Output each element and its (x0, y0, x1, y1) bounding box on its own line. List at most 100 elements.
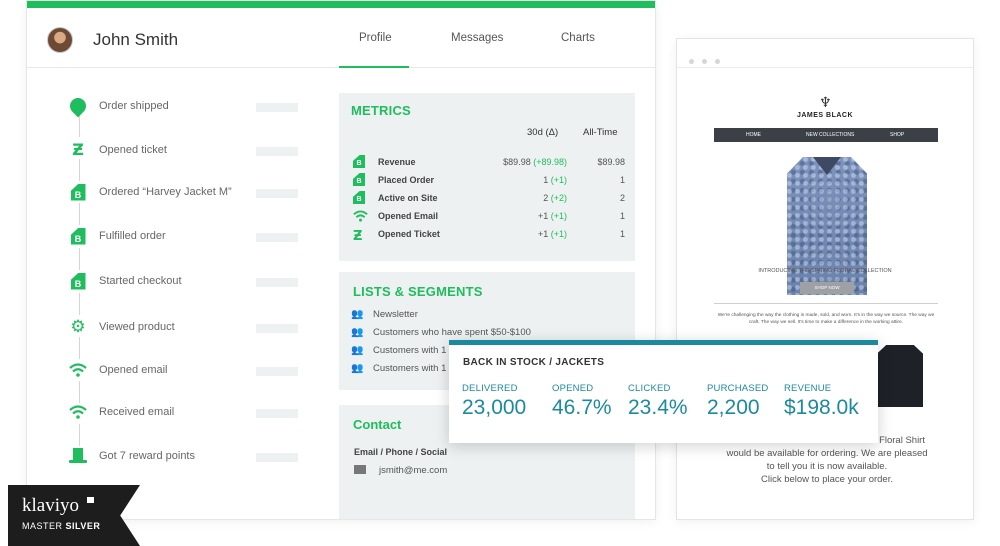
people-icon: 👥 (351, 345, 364, 356)
email-nav-shop[interactable]: SHOP (890, 132, 905, 138)
wifi-icon (353, 209, 368, 227)
timeline-item-label: Order shipped (99, 100, 169, 112)
bigcommerce-icon: B (353, 173, 365, 186)
bigcommerce-icon: B (353, 191, 365, 204)
activity-timeline: Order shipped Ƶ Opened ticket B Ordered … (66, 91, 307, 471)
timeline-item[interactable]: Got 7 reward points (67, 445, 307, 467)
people-icon: 👥 (351, 363, 364, 374)
metric-row[interactable]: Opened Email +1 (+1) 1 (351, 208, 627, 226)
profile-header: John Smith Profile Messages Charts (27, 8, 655, 68)
timeline-item[interactable]: Order shipped (66, 94, 307, 118)
metrics-col-alltime: All-Time (583, 127, 618, 138)
contact-email[interactable]: jsmith@me.com (379, 465, 448, 476)
location-pin-icon (66, 94, 90, 118)
stat-delivered: DELIVERED 23,000 (462, 383, 527, 419)
tab-messages[interactable]: Messages (451, 32, 504, 44)
timeline-item-placeholder (256, 189, 298, 198)
timeline-item-placeholder (256, 367, 298, 376)
zendesk-icon: Ƶ (72, 140, 84, 159)
email-preview-window: ♆ JAMES BLACK HOME NEW COLLECTIONS SHOP … (676, 38, 974, 520)
metric-alltime-value: 2 (619, 193, 625, 203)
window-dot (715, 59, 720, 64)
timeline-item[interactable]: Received email (67, 401, 307, 423)
email-nav-collections[interactable]: NEW COLLECTIONS (806, 132, 855, 138)
email-small-text: We're challenging the way the clothing i… (717, 313, 935, 325)
timeline-item[interactable]: B Started checkout (67, 270, 307, 292)
timeline-item-label: Opened email (99, 364, 168, 376)
email-nav-bar: HOME NEW COLLECTIONS SHOP (714, 128, 938, 142)
tab-charts[interactable]: Charts (561, 32, 595, 44)
timeline-item-label: Viewed product (99, 321, 175, 333)
tab-profile[interactable]: Profile (359, 32, 392, 44)
timeline-item[interactable]: Ƶ Opened ticket (67, 139, 307, 161)
profile-name: John Smith (93, 30, 179, 49)
email-divider (714, 303, 938, 304)
timeline-item[interactable]: B Fulfilled order (67, 225, 307, 247)
email-body-line: Floral Shirt (879, 435, 925, 446)
email-brand-name: JAMES BLACK (796, 112, 854, 119)
people-icon: 👥 (351, 309, 364, 320)
window-dots (689, 51, 728, 69)
email-body-line: would be available for ordering. We are … (726, 448, 928, 459)
bigcommerce-icon: B (69, 227, 87, 245)
campaign-stats-card[interactable]: BACK IN STOCK / JACKETS DELIVERED 23,000… (449, 340, 878, 443)
timeline-item-label: Got 7 reward points (99, 450, 195, 462)
timeline-item[interactable]: B Ordered “Harvey Jacket M” (67, 181, 307, 203)
avatar[interactable] (47, 27, 73, 53)
metric-label: Opened Ticket (378, 229, 440, 239)
metric-label: Revenue (378, 157, 416, 167)
timeline-connector (79, 159, 80, 181)
shop-now-button[interactable]: SHOP NOW (800, 282, 854, 294)
timeline-connector (79, 248, 80, 270)
wifi-icon (69, 403, 87, 421)
timeline-connector (79, 424, 80, 446)
bigcommerce-icon: B (353, 155, 365, 168)
metric-30d-value: +1 (+1) (537, 211, 567, 221)
timeline-item-label: Started checkout (99, 275, 182, 287)
active-tab-indicator (339, 66, 409, 68)
metric-row[interactable]: Ƶ Opened Ticket +1 (+1) 1 (351, 226, 627, 244)
email-intro-text: INTRODUCING THE SPRING FLORAL COLLECTION (758, 268, 892, 274)
list-item[interactable]: 👥 Newsletter (351, 309, 418, 320)
timeline-connector (79, 381, 80, 403)
window-dot (702, 59, 707, 64)
window-divider (677, 67, 973, 68)
gear-icon: ⚙ (70, 316, 86, 337)
stag-logo-icon: ♆ (819, 95, 832, 111)
contact-subtitle: Email / Phone / Social (354, 447, 448, 457)
metric-30d-value: 1 (+1) (543, 175, 567, 185)
email-body-text: Floral Shirt would be available for orde… (707, 434, 947, 486)
floral-shirt-image (787, 157, 867, 295)
logo-flag-icon (87, 497, 94, 503)
zendesk-icon: Ƶ (353, 229, 363, 244)
email-body-line: Click below to place your order. (760, 474, 893, 485)
timeline-item-placeholder (256, 147, 298, 156)
list-item[interactable]: 👥 Customers who have spent $50-$100 (351, 327, 531, 338)
metric-alltime-value: 1 (619, 229, 625, 239)
stat-clicked: CLICKED 23.4% (628, 383, 688, 419)
email-nav-home[interactable]: HOME (746, 132, 761, 138)
metric-alltime-value: 1 (619, 175, 625, 185)
timeline-item[interactable]: Opened email (67, 359, 307, 381)
email-body-line: to tell you it is now available. (766, 461, 888, 472)
metrics-col-30d: 30d (Δ) (527, 127, 559, 138)
list-item[interactable]: 👥 Customers with 1 (351, 363, 447, 374)
contact-title: Contact (353, 417, 402, 432)
list-item[interactable]: 👥 Customers with 1 (351, 345, 447, 356)
profile-card: John Smith Profile Messages Charts Order… (26, 0, 656, 520)
metric-label: Placed Order (378, 175, 435, 185)
timeline-item-label: Ordered “Harvey Jacket M” (99, 186, 232, 198)
metric-label: Active on Site (378, 193, 438, 203)
card-accent-bar (27, 1, 655, 8)
metric-row[interactable]: B Active on Site 2 (+2) 2 (351, 190, 627, 208)
people-icon: 👥 (351, 327, 364, 338)
metric-row[interactable]: B Revenue $89.98 (+89.98) $89.98 (351, 154, 627, 172)
metric-row[interactable]: B Placed Order 1 (+1) 1 (351, 172, 627, 190)
mail-icon (354, 465, 366, 474)
stat-opened: OPENED 46.7% (552, 383, 612, 419)
campaign-title: BACK IN STOCK / JACKETS (463, 357, 605, 368)
timeline-item[interactable]: ⚙ Viewed product (67, 316, 307, 338)
timeline-connector (79, 203, 80, 225)
metric-30d-value: $89.98 (+89.98) (503, 157, 567, 167)
metric-alltime-value: $89.98 (597, 157, 625, 167)
